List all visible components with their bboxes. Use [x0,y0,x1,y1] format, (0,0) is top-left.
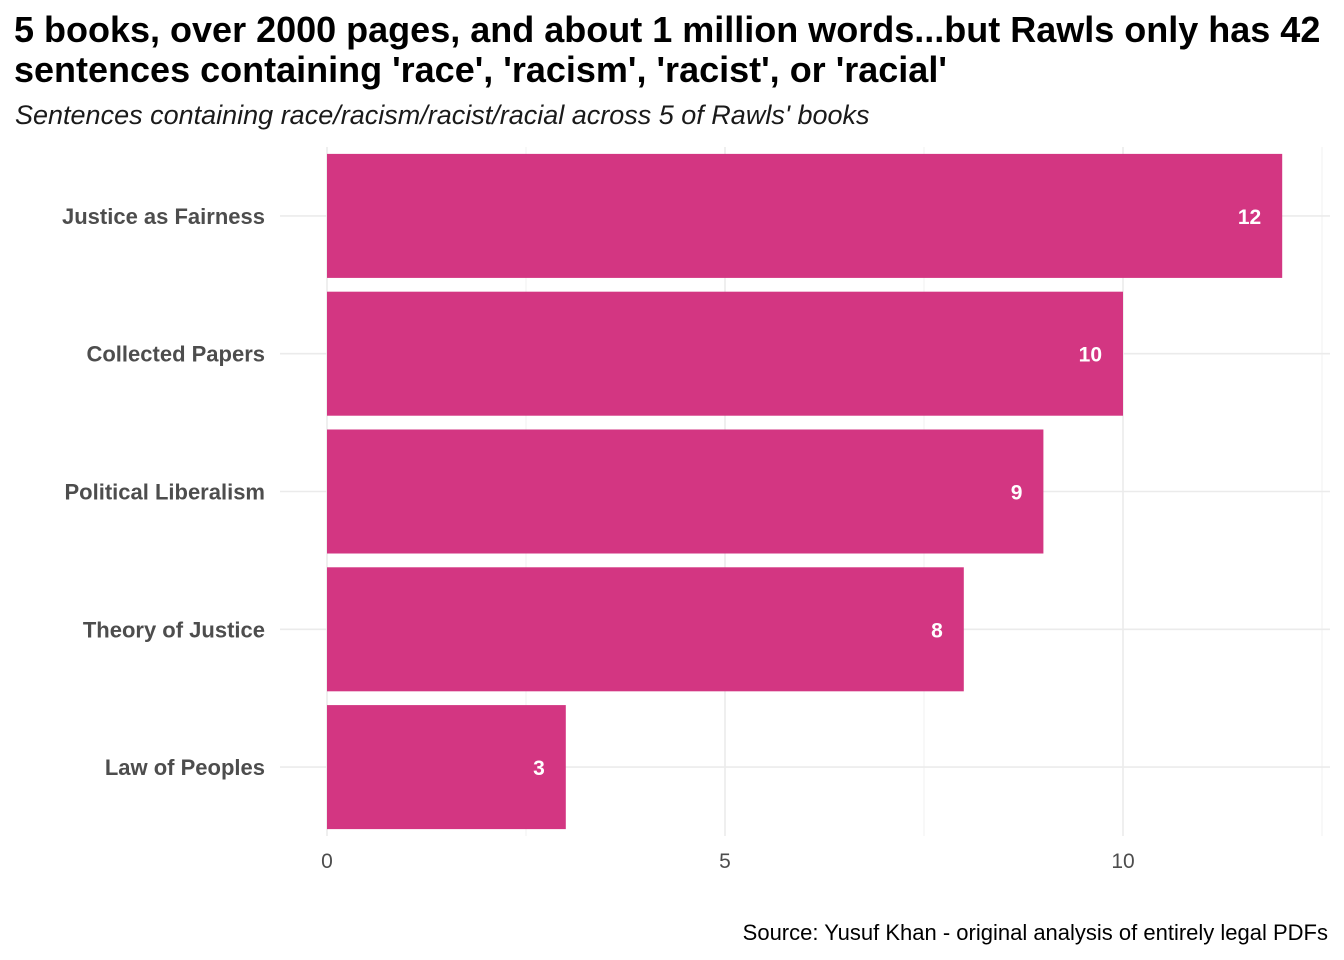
chart-subtitle: Sentences containing race/racism/racist/… [15,100,870,130]
chart-title: 5 books, over 2000 pages, and about 1 mi… [14,9,1321,90]
category-label: Political Liberalism [64,480,265,505]
bar [327,567,964,692]
bar [327,153,1283,278]
x-tick-label: 10 [1111,850,1134,873]
bar-chart: Justice as Fairness Collected Papers Polit… [62,147,1330,873]
bar [327,291,1123,416]
data-label: 10 [1079,344,1102,367]
category-label: Theory of Justice [83,617,265,642]
category-label: Collected Papers [86,342,265,367]
category-labels: Justice as Fairness Collected Papers Polit… [62,204,265,780]
bars [327,153,1283,830]
data-label: 3 [533,757,545,780]
chart-caption: Source: Yusuf Khan - original analysis o… [742,920,1328,945]
data-label: 12 [1238,206,1261,229]
category-label: Justice as Fairness [62,204,265,229]
data-labels: 12 10 9 8 3 [533,206,1261,780]
data-label: 9 [1011,482,1023,505]
data-label: 8 [931,619,943,642]
category-label: Law of Peoples [105,755,265,780]
x-tick-label: 5 [719,850,731,873]
bar [327,429,1044,554]
x-tick-label: 0 [321,850,333,873]
x-axis-ticks: 0 5 10 [321,850,1135,873]
bar [327,705,566,830]
